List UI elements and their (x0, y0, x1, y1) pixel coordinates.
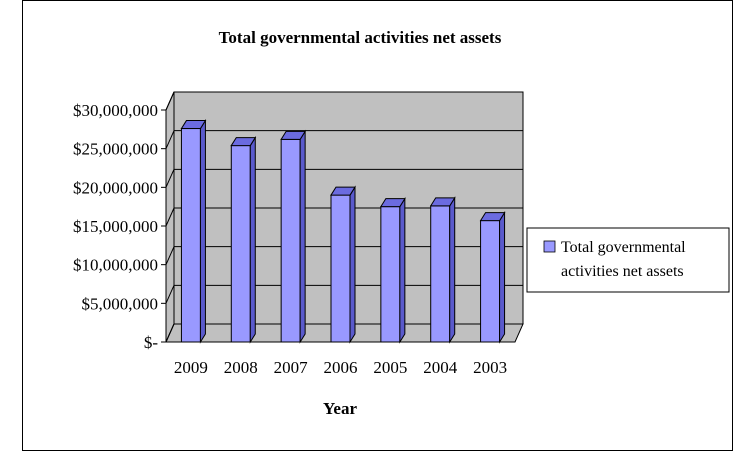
bar-front (480, 220, 501, 343)
bar-top (379, 198, 406, 208)
bar-side (249, 135, 256, 344)
bar-side (399, 196, 406, 344)
gridline-side (165, 207, 175, 227)
y-tick-label: $20,000,000 (73, 178, 158, 197)
bar (379, 196, 406, 344)
bar-top (429, 197, 456, 207)
gridline-side (165, 169, 175, 188)
bar-top (230, 137, 257, 147)
bar (230, 135, 257, 344)
bar-front (380, 206, 401, 343)
bar (180, 118, 207, 344)
bar-front (180, 128, 201, 343)
legend-label-line2: activities net assets (561, 263, 684, 280)
gridline-side (165, 285, 175, 304)
legend-label-line1: Total governmental (561, 239, 686, 256)
legend: Total governmental activities net assets (526, 227, 730, 293)
y-tick-label: $15,000,000 (73, 217, 158, 236)
x-tick-label: 2006 (324, 358, 358, 377)
gridline-side (165, 91, 175, 111)
y-tick-label: $5,000,000 (82, 294, 159, 313)
bar (479, 210, 506, 344)
legend-box (526, 227, 730, 293)
bar-side (299, 129, 306, 344)
gridline-side (165, 130, 175, 149)
x-axis-label: Year (323, 399, 357, 418)
y-tick-label: $30,000,000 (73, 101, 158, 120)
bar-side (449, 196, 456, 344)
legend-swatch (543, 240, 556, 253)
x-tick-label: 2008 (224, 358, 258, 377)
gridline-side (165, 246, 175, 265)
bar-side (499, 210, 506, 344)
bar-front (280, 138, 301, 343)
x-tick-label: 2009 (174, 358, 208, 377)
x-tick-label: 2005 (373, 358, 407, 377)
bar-top (330, 186, 356, 196)
x-tick-label: 2003 (473, 358, 507, 377)
bar-top (479, 212, 506, 222)
bar-front (330, 194, 351, 343)
x-tick-label: 2007 (274, 358, 309, 377)
y-tick-label: $25,000,000 (73, 140, 158, 159)
bar-top (280, 130, 307, 140)
bar (280, 129, 307, 344)
bar-top (180, 120, 207, 130)
bar-side (349, 185, 356, 344)
bar-side (199, 118, 206, 344)
bar (429, 196, 456, 344)
bar-front (430, 205, 451, 343)
bar-front (230, 145, 251, 343)
gridline-side (165, 323, 175, 343)
bar (330, 185, 356, 344)
x-tick-label: 2004 (423, 358, 458, 377)
y-tick-label: $- (144, 333, 159, 352)
chart-title: Total governmental activities net assets (219, 28, 502, 47)
y-tick-label: $10,000,000 (73, 256, 158, 275)
